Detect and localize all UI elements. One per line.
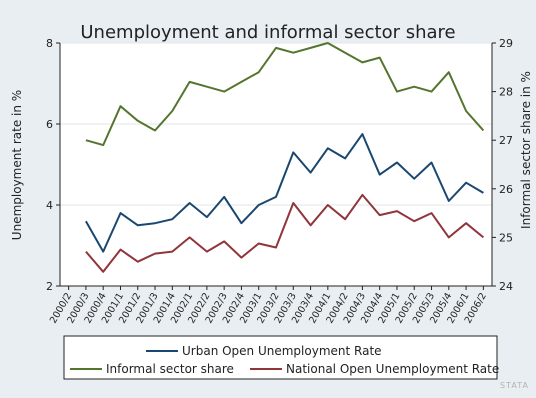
y-tick-label-right: 28 <box>499 86 513 99</box>
y-tick-label-right: 24 <box>499 280 513 293</box>
legend-label-national: National Open Unemployment Rate <box>286 362 499 376</box>
series-line-2 <box>85 42 485 147</box>
y-tick-label-left: 6 <box>46 118 53 131</box>
series-lines <box>85 42 485 273</box>
y-tick-label-right: 27 <box>499 134 513 147</box>
legend-label-informal: Informal sector share <box>106 362 234 376</box>
series-line-3 <box>85 193 485 273</box>
y-tick-label-right: 26 <box>499 183 513 196</box>
chart-title: Unemployment and informal sector share <box>80 22 455 43</box>
y-axis-title-right: Informal sector share in % <box>519 71 533 229</box>
y-tick-label-left: 4 <box>46 199 53 212</box>
plot-area <box>60 43 492 286</box>
y-tick-label-right: 25 <box>499 231 513 244</box>
legend-box <box>63 335 498 380</box>
legend: Urban Open Unemployment Rate Informal se… <box>63 335 499 380</box>
stata-watermark: STATA <box>500 381 529 390</box>
y-axis-title-left: Unemployment rate in % <box>10 90 24 240</box>
y-tick-label-left: 8 <box>46 37 53 50</box>
y-tick-label-left: 2 <box>46 280 53 293</box>
y-tick-label-right: 29 <box>499 37 513 50</box>
legend-label-urban: Urban Open Unemployment Rate <box>182 344 382 358</box>
series-line-1 <box>85 133 484 253</box>
